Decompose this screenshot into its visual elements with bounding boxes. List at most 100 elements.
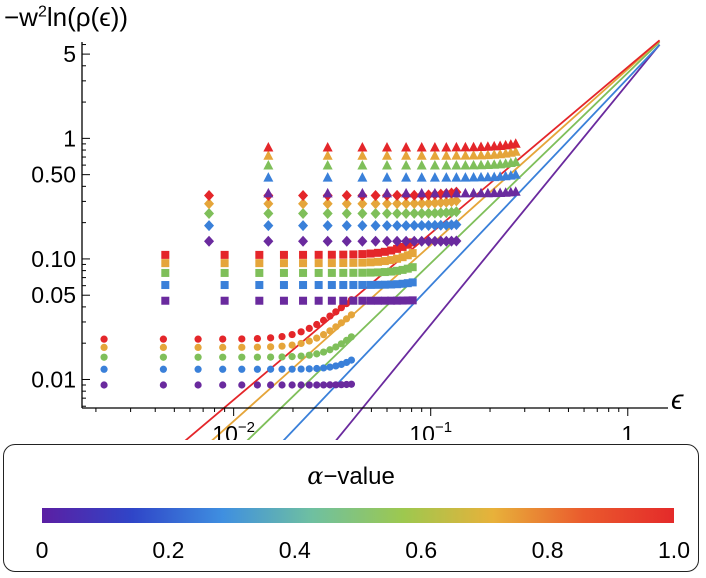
triangle-marker (357, 160, 368, 170)
triangle-marker (441, 187, 452, 198)
triangle-marker (381, 141, 392, 152)
legend-title-suffix: −value (323, 463, 395, 490)
circle-marker (238, 343, 246, 351)
circle-marker (238, 381, 246, 389)
diamond-marker (423, 219, 434, 231)
circle-marker (319, 331, 328, 339)
square-marker (299, 296, 308, 305)
triangle-marker (416, 172, 427, 182)
y-label-exponent: 2 (37, 3, 47, 21)
triangle-marker (476, 159, 487, 170)
triangle-marker (451, 159, 462, 170)
triangle-marker (510, 146, 521, 156)
square-marker (387, 280, 396, 289)
square-marker (408, 278, 417, 287)
square-marker (339, 259, 348, 268)
colorbar-tick-label: 0.6 (405, 537, 438, 563)
triangle-marker (381, 160, 392, 170)
square-marker (327, 281, 336, 290)
diamond-marker (451, 206, 462, 218)
circle-marker (332, 381, 340, 389)
triangle-marker (441, 160, 452, 170)
x-tick-label: 10−2 (212, 419, 255, 440)
circle-marker (194, 381, 202, 389)
square-marker (380, 296, 389, 305)
circle-marker (253, 365, 262, 373)
circle-marker (297, 365, 305, 373)
circle-marker (347, 311, 356, 319)
circle-marker (267, 334, 275, 342)
axes: 10−2 10−1 1 0.01 0.05 0.10 0.50 1 5 (31, 41, 668, 440)
square-marker (366, 280, 375, 289)
triangle-marker (263, 172, 274, 182)
diamond-marker (370, 235, 381, 247)
square-marker (220, 268, 229, 277)
square-marker (161, 259, 170, 268)
circle-marker (337, 381, 345, 389)
square-marker (220, 296, 229, 305)
square-marker (403, 264, 412, 273)
circle-marker (326, 381, 334, 389)
circle-marker (288, 341, 296, 349)
triangle-marker (357, 141, 368, 152)
diamond-marker (416, 207, 427, 219)
square-marker (327, 250, 336, 259)
circle-marker (347, 380, 356, 388)
triangle-marker (429, 160, 440, 170)
triangle-marker (322, 141, 333, 152)
diamond-marker (423, 235, 434, 247)
circle-marker (100, 353, 108, 361)
diamond-marker (263, 208, 274, 220)
circle-marker (194, 353, 202, 361)
square-marker (339, 250, 348, 259)
diamond-marker (341, 208, 352, 220)
circle-marker (278, 342, 286, 350)
diamond-marker (409, 198, 420, 210)
diamond-marker (341, 198, 352, 210)
diamond-marker (322, 220, 333, 232)
y-label-part-2: ln(ρ(ϵ)) (46, 2, 129, 32)
triangle-marker (468, 172, 479, 182)
square-marker (314, 281, 323, 290)
circle-marker (305, 381, 313, 389)
square-marker (358, 280, 367, 289)
triangle-marker (322, 172, 333, 182)
triangle-marker (416, 150, 427, 160)
circle-marker (219, 335, 227, 343)
circle-marker (326, 363, 334, 371)
square-marker (366, 268, 375, 277)
circle-marker (326, 327, 334, 335)
circle-marker (159, 381, 167, 389)
circle-marker (337, 340, 345, 348)
triangle-marker (510, 186, 521, 196)
triangle-marker (322, 187, 333, 198)
triangle-marker (468, 149, 479, 160)
square-marker (349, 250, 358, 259)
triangle-marker (416, 160, 427, 170)
diamond-marker (392, 220, 403, 232)
circle-marker (288, 353, 296, 361)
triangle-marker (451, 172, 462, 182)
diamond-marker (381, 208, 392, 220)
circle-marker (297, 328, 305, 336)
diamond-marker (341, 189, 352, 201)
square-marker (387, 246, 396, 255)
square-marker (339, 281, 348, 290)
square-marker (366, 249, 375, 258)
diamond-marker (322, 198, 333, 210)
triangle-marker (460, 187, 471, 198)
y-axis-label: −w2ln(ρ(ϵ)) (4, 2, 128, 33)
circle-marker (253, 381, 262, 389)
circle-marker (313, 364, 321, 373)
square-marker (327, 296, 336, 305)
diamond-marker (409, 207, 420, 219)
diamond-marker (435, 219, 446, 231)
y-tick-label: 0.50 (31, 162, 76, 188)
square-marker (380, 257, 389, 266)
y-tick-label: 1 (63, 125, 76, 151)
square-marker (393, 244, 402, 253)
diamond-marker (341, 235, 352, 247)
triangle-marker (468, 141, 479, 152)
circle-marker (100, 381, 108, 389)
colorbar-gradient (42, 508, 674, 523)
